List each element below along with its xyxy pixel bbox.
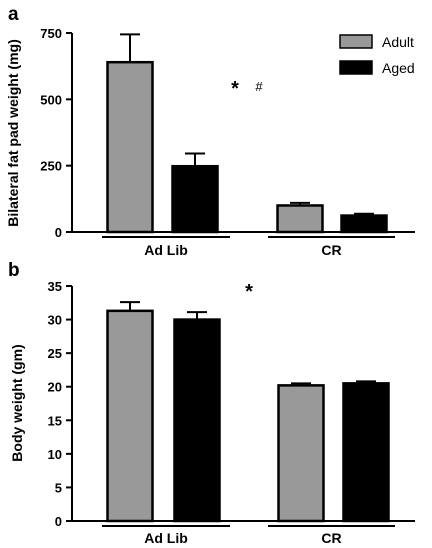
bar-aged-cr (342, 382, 390, 523)
y-tick-label: 35 (48, 279, 62, 294)
legend-swatch-adult (339, 34, 373, 49)
y-tick-label: 30 (48, 313, 62, 328)
y-tick-labels: 0 250 500 750 (40, 26, 62, 240)
group-label: CR (321, 242, 341, 258)
y-tick-label: 10 (48, 447, 62, 462)
y-tick-label: 5 (55, 480, 62, 495)
legend-label-adult: Adult (382, 34, 414, 50)
significance-hash: # (255, 79, 263, 94)
y-tick-label: 750 (40, 26, 62, 41)
y-axis-label: Body weight (gm) (9, 344, 25, 461)
significance-asterisk: * (231, 78, 239, 100)
y-tick-label: 20 (48, 380, 62, 395)
bar-adult-cr (276, 204, 324, 234)
legend: Adult Aged (339, 34, 415, 76)
y-tick-label: 0 (55, 225, 62, 240)
bar-adult-ad-lib (106, 309, 154, 523)
bar-aged-ad-lib (171, 164, 219, 234)
y-tick-label: 25 (48, 346, 62, 361)
panel-b: b Body weight (gm) 0 5 10 15 20 25 30 35 Ad Lib… (8, 260, 415, 546)
legend-label-aged: Aged (382, 60, 415, 76)
panel-a: a Bilateral fat pad weight (mg) 0 250 500 7… (5, 4, 415, 258)
bar-aged-cr (340, 214, 388, 234)
y-tick-labels: 0 5 10 15 20 25 30 35 (48, 279, 62, 529)
bar-adult-ad-lib (106, 60, 154, 234)
panel-letter: a (8, 4, 19, 25)
bar-adult-cr (277, 384, 325, 523)
panel-letter: b (8, 260, 20, 281)
y-axis-label: Bilateral fat pad weight (mg) (5, 39, 21, 226)
bar-aged-ad-lib (173, 318, 221, 523)
bars (106, 33, 388, 234)
bars (106, 301, 390, 523)
group-label: CR (321, 530, 341, 546)
group-labels: Ad Lib CR (102, 525, 395, 546)
group-labels: Ad Lib CR (102, 236, 395, 258)
legend-swatch-aged (339, 60, 373, 75)
y-tick-label: 500 (40, 92, 62, 107)
significance-asterisk: * (245, 281, 253, 303)
y-tick-label: 15 (48, 413, 62, 428)
y-tick-label: 250 (40, 159, 62, 174)
y-tick-label: 0 (55, 514, 62, 529)
group-label: Ad Lib (144, 242, 188, 258)
group-label: Ad Lib (144, 530, 188, 546)
